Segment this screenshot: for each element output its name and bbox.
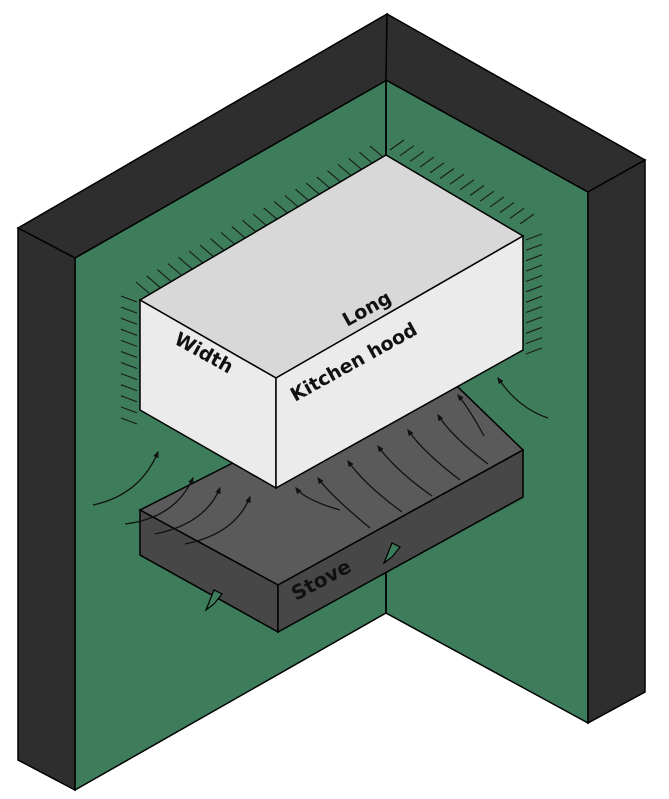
airflow-arrow — [407, 428, 461, 481]
hatch-mark — [525, 233, 543, 241]
hatch-mark — [120, 328, 138, 336]
hatch-mark — [525, 305, 543, 314]
airflow-arrow — [154, 486, 221, 535]
hatch-mark — [519, 213, 535, 225]
hatch-mark — [220, 232, 236, 245]
hatch-mark — [525, 243, 543, 251]
airflow-arrow — [497, 376, 549, 419]
hatch-mark — [489, 196, 505, 208]
airflow-arrow — [184, 495, 251, 545]
hatch-mark — [252, 213, 268, 227]
hatch-mark — [120, 406, 138, 414]
hatch-mark — [337, 164, 353, 177]
hatch-mark — [399, 145, 415, 157]
hatch-mark — [156, 269, 172, 283]
hatch-mark — [120, 306, 138, 314]
hatch-mark — [469, 185, 485, 196]
hatch-mark — [199, 244, 215, 258]
hatch-mark — [231, 225, 247, 239]
hatch-mark — [135, 281, 151, 295]
airflow-arrow — [377, 444, 433, 497]
hatch-mark — [499, 202, 515, 214]
hatch-mark — [263, 207, 278, 221]
hatch-mark — [120, 395, 138, 403]
hatch-mark — [120, 361, 138, 370]
hatch-mark — [120, 317, 138, 325]
hatch-mark — [359, 151, 374, 165]
hatch-mark — [389, 139, 405, 151]
wall-hatching — [120, 139, 543, 425]
left-wall-front-edge — [17, 226, 76, 792]
hatch-mark — [146, 275, 161, 289]
hatch-mark — [178, 256, 193, 270]
hatch-mark — [120, 295, 138, 303]
hatch-mark — [509, 207, 525, 219]
airflow-arrow — [317, 476, 371, 529]
hatch-mark — [459, 179, 475, 191]
stove-notch-right — [382, 542, 401, 565]
hatch-mark — [188, 250, 204, 264]
hatch-mark — [525, 264, 543, 272]
airflow-arrows — [92, 376, 549, 545]
hatch-mark — [419, 156, 435, 168]
stove-right-face — [277, 448, 524, 634]
hatch-mark — [120, 350, 138, 359]
hatch-mark — [525, 347, 543, 355]
airflow-arrow — [124, 476, 194, 525]
hatch-mark — [409, 150, 425, 162]
hood-right-face — [275, 234, 524, 490]
hatch-mark — [525, 337, 543, 345]
hatch-mark — [525, 254, 543, 262]
hatch-mark — [439, 168, 455, 179]
hatch-mark — [284, 195, 300, 208]
hatch-mark — [525, 295, 543, 303]
hatch-mark — [327, 170, 342, 184]
stove: Stove — [138, 361, 525, 634]
hatch-mark — [525, 274, 543, 283]
airflow-arrow — [295, 486, 341, 511]
hatch-mark — [120, 417, 138, 425]
hatch-mark — [479, 190, 495, 202]
hatch-mark — [120, 384, 138, 392]
hatch-mark — [316, 176, 332, 190]
hatch-mark — [449, 173, 465, 185]
hatch-mark — [295, 188, 310, 202]
hatch-mark — [348, 157, 364, 171]
kitchen-hood: Long Width Kitchen hood — [138, 154, 525, 490]
hatch-mark — [120, 339, 138, 347]
hatch-mark — [525, 285, 543, 293]
airflow-arrow — [347, 459, 403, 513]
airflow-arrow — [457, 393, 485, 437]
hatch-mark — [210, 238, 225, 252]
hatch-mark — [242, 219, 257, 233]
stove-notch-left — [204, 589, 223, 612]
airflow-arrow — [437, 413, 489, 465]
hatch-mark — [369, 145, 385, 159]
hatch-mark — [273, 201, 289, 215]
hatch-mark — [167, 263, 183, 276]
hatch-mark — [429, 162, 445, 174]
airflow-arrow — [92, 450, 159, 506]
hatch-mark — [120, 373, 138, 381]
hatch-mark — [525, 316, 543, 324]
hatch-mark — [305, 182, 321, 196]
hatch-mark — [525, 326, 543, 334]
right-wall-front-edge — [587, 158, 646, 725]
